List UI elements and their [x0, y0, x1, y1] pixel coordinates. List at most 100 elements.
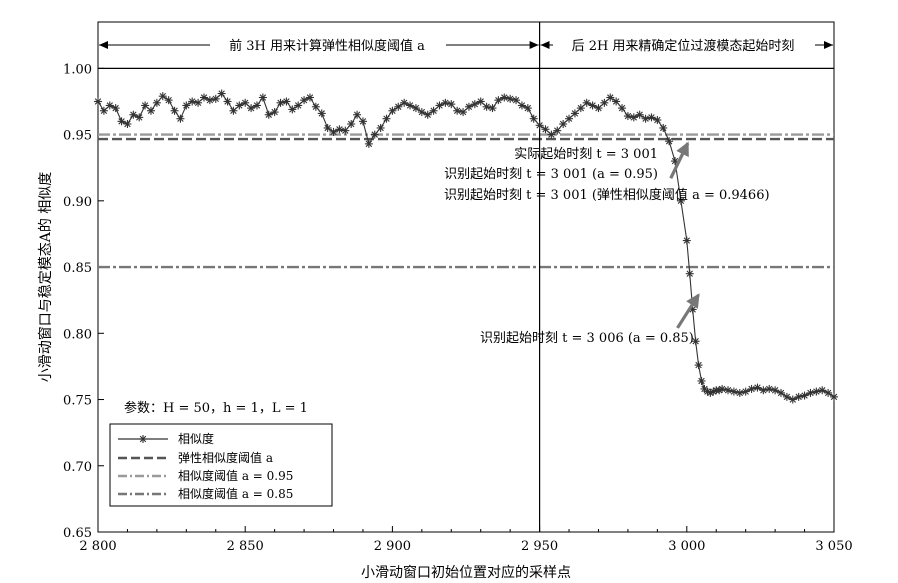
series-point — [830, 392, 838, 401]
series-point — [747, 384, 756, 393]
series-point — [470, 100, 479, 109]
legend-item-095: 相似度阈值 a = 0.95 — [118, 468, 293, 483]
series-point — [158, 92, 167, 101]
plot-frame — [97, 21, 835, 533]
legend-star-marker — [139, 435, 147, 443]
series-point — [694, 361, 703, 370]
legend-item-similarity: 相似度 — [118, 431, 214, 446]
series-point — [570, 109, 579, 118]
series-point — [529, 114, 538, 123]
series-point — [423, 110, 432, 119]
y-tick-label: 0.95 — [63, 129, 92, 144]
annotation-arrow-upper — [669, 141, 690, 179]
series-point — [335, 125, 344, 134]
series-point — [653, 116, 662, 125]
series-point — [676, 196, 685, 205]
series-point — [282, 97, 291, 106]
series-point — [488, 104, 497, 113]
series-point — [753, 383, 762, 392]
series-point — [447, 100, 456, 109]
legend-label-085: 相似度阈值 a = 0.85 — [178, 486, 293, 501]
series-point — [718, 384, 727, 393]
series-point — [241, 98, 250, 107]
series-point — [382, 114, 391, 123]
series-point — [647, 113, 656, 122]
series-point — [435, 101, 444, 110]
series-point — [523, 104, 532, 113]
series-point — [800, 391, 809, 400]
series-point — [270, 108, 279, 117]
series-point — [411, 104, 420, 113]
series-point — [506, 94, 515, 103]
annotation-arrows — [669, 141, 700, 329]
series-point — [217, 89, 226, 98]
series-point — [606, 93, 615, 102]
series-point — [276, 98, 285, 107]
series-point — [117, 117, 126, 126]
y-tick-label: 0.90 — [63, 195, 92, 210]
span-label-left: 前 3H 用来计算弹性相似度阈值 a — [229, 38, 425, 54]
series-point — [559, 120, 568, 128]
series-point — [111, 104, 120, 113]
y-axis-label: 小滑动窗口与稳定模态A的 相似度 — [37, 172, 54, 383]
series-point — [697, 376, 706, 385]
series-point — [576, 104, 585, 113]
x-tick-label: 3 000 — [668, 539, 705, 554]
series-point — [682, 236, 691, 245]
series-point — [724, 386, 733, 395]
legend-item-elastic: 弹性相似度阈值 a — [118, 450, 273, 465]
span-label-right: 后 2H 用来精确定位过渡模态起始时刻 — [572, 38, 795, 54]
series-point — [618, 104, 627, 113]
series-point — [417, 108, 426, 117]
series-point — [199, 93, 208, 102]
series-point — [370, 130, 379, 139]
series-point — [500, 93, 509, 102]
series-point — [164, 96, 173, 105]
series-point — [641, 114, 650, 123]
span-label-bg-right — [553, 35, 815, 55]
series-point — [818, 386, 827, 395]
series-point — [294, 101, 303, 110]
series-point — [765, 384, 774, 393]
series-point — [264, 110, 273, 119]
series-point — [665, 137, 674, 146]
x-tick-label: 2 900 — [374, 539, 411, 554]
series-point — [188, 97, 197, 106]
series-point — [388, 106, 397, 115]
series-point — [459, 108, 468, 117]
y-tick-label: 0.65 — [63, 526, 92, 541]
annotation-actual-start: 实际起始时刻 t = 3 001 — [514, 147, 658, 162]
series-point — [517, 101, 526, 110]
series-point — [347, 120, 356, 128]
threshold-lines — [98, 133, 834, 269]
series-point — [565, 114, 574, 123]
series-point — [685, 269, 694, 278]
series-point — [323, 123, 332, 132]
series-point — [635, 110, 644, 119]
series-point — [211, 94, 220, 103]
series-point — [205, 96, 214, 105]
series-point — [252, 101, 261, 110]
series-point — [258, 93, 267, 102]
series-point — [247, 104, 256, 113]
series-point — [329, 127, 338, 136]
series-point — [824, 388, 833, 397]
series-point — [782, 392, 791, 401]
series-point — [105, 101, 114, 110]
series-point — [476, 97, 485, 106]
series-point — [176, 114, 185, 123]
series-point — [594, 104, 603, 113]
series-point — [453, 106, 462, 115]
span-label-bg-left — [210, 35, 446, 55]
legend-label-similarity: 相似度 — [178, 431, 214, 446]
series-point — [129, 110, 138, 119]
series-point — [353, 110, 362, 119]
series-point — [358, 117, 367, 126]
series-point — [588, 101, 597, 110]
series-point — [229, 106, 238, 115]
series-point — [541, 125, 550, 134]
series-point — [464, 102, 473, 111]
series-point — [494, 96, 503, 105]
series-point — [305, 93, 314, 102]
